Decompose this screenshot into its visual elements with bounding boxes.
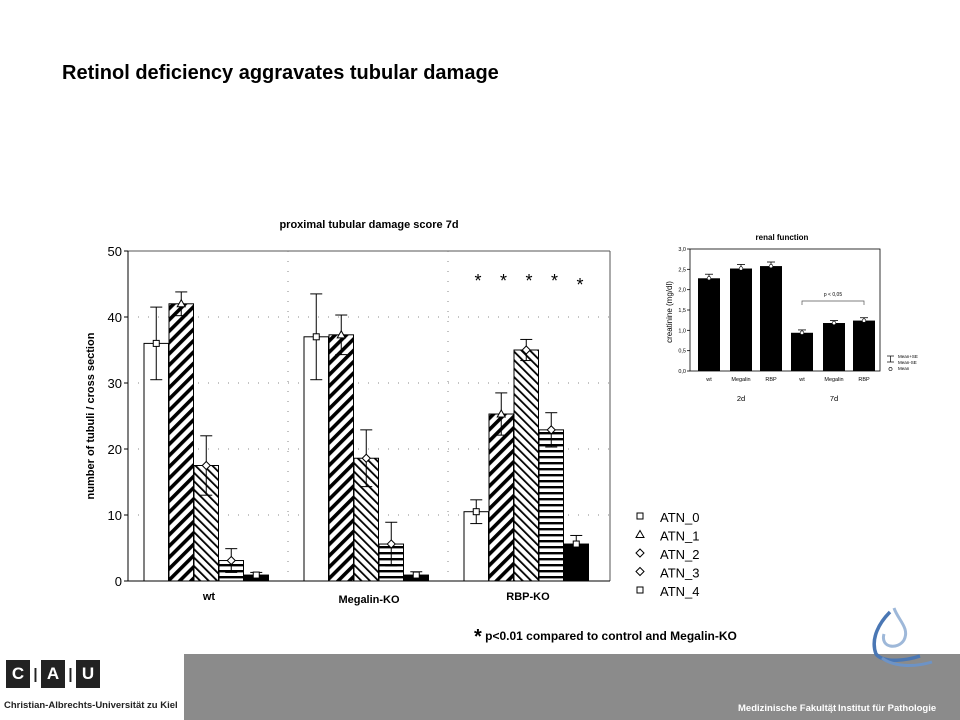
inset-y-tick-label: 3,0 bbox=[678, 247, 686, 253]
inset-bar bbox=[760, 266, 782, 371]
bar bbox=[168, 303, 194, 582]
inset-mean-marker bbox=[831, 320, 837, 326]
institute-name: Institut für Pathologie bbox=[838, 703, 937, 714]
legend-label: ATN_4 bbox=[660, 584, 700, 599]
inset-mean-marker bbox=[799, 330, 805, 335]
legend-marker bbox=[635, 548, 645, 558]
inset-y-tick-label: 0,5 bbox=[678, 349, 686, 355]
inset-mean-marker bbox=[861, 318, 867, 323]
logo-letter-c: C bbox=[6, 660, 30, 688]
y-tick-label: 50 bbox=[108, 244, 122, 259]
significance-star: * bbox=[576, 275, 583, 295]
mean-marker bbox=[472, 508, 480, 516]
mean-marker bbox=[336, 329, 347, 339]
inset-y-tick-label: 2,5 bbox=[678, 267, 686, 273]
mean-marker bbox=[201, 460, 211, 471]
mean-marker bbox=[496, 409, 507, 418]
mean-marker bbox=[412, 571, 420, 579]
inset-legend-label: Mean bbox=[898, 366, 910, 371]
inset-x-label: Megalin bbox=[824, 377, 843, 383]
inset-significance-label: p < 0,05 bbox=[824, 292, 842, 298]
inset-bar bbox=[730, 268, 752, 371]
logo-separator: | bbox=[68, 666, 73, 683]
inset-x-label: Megalin bbox=[731, 377, 750, 383]
inset-y-tick-label: 1,5 bbox=[678, 308, 686, 314]
mean-marker bbox=[386, 539, 396, 549]
mean-marker bbox=[252, 571, 260, 579]
y-tick-label: 40 bbox=[108, 310, 122, 325]
mean-marker bbox=[572, 540, 580, 548]
footnote: * p<0.01 compared to control and Megalin… bbox=[474, 626, 737, 649]
bar bbox=[513, 349, 539, 582]
mean-marker bbox=[312, 333, 320, 341]
significance-star: * bbox=[474, 271, 481, 291]
legend-label: ATN_3 bbox=[660, 566, 700, 581]
inset-mean-marker bbox=[768, 263, 774, 269]
inset-y-tick-label: 2,0 bbox=[678, 288, 686, 294]
footer-divider: | bbox=[830, 703, 833, 714]
slide-title: Retinol deficiency aggravates tubular da… bbox=[62, 62, 499, 84]
bar bbox=[488, 413, 514, 582]
mean-marker bbox=[176, 298, 187, 308]
inset-bar bbox=[853, 320, 875, 371]
inset-legend-marker bbox=[888, 367, 893, 371]
y-tick-label: 0 bbox=[115, 574, 122, 589]
mean-marker bbox=[546, 425, 556, 435]
inset-legend-label: Mean+SE bbox=[898, 354, 918, 359]
inset-x-label: RBP bbox=[765, 377, 777, 383]
inset-mean-marker bbox=[738, 266, 744, 271]
inset-y-tick-label: 0,0 bbox=[678, 369, 686, 375]
inset-mean-marker bbox=[706, 276, 712, 281]
logo-letter-a: A bbox=[41, 660, 65, 688]
faculty-name: Medizinische Fakultät bbox=[738, 703, 837, 714]
inset-title: renal function bbox=[756, 233, 809, 242]
inset-x-label: wt bbox=[705, 377, 712, 383]
footnote-text: p<0.01 compared to control and Megalin-K… bbox=[485, 629, 737, 643]
legend-label: ATN_1 bbox=[660, 529, 700, 544]
inset-bar bbox=[791, 332, 813, 371]
legend-marker bbox=[636, 586, 644, 594]
logo-letter-u: U bbox=[76, 660, 100, 688]
legend-label: ATN_0 bbox=[660, 510, 700, 525]
inset-group-label: 7d bbox=[830, 394, 838, 403]
inset-y-label: creatinine (mg/dl) bbox=[665, 281, 674, 343]
y-axis-label: number of tubuli / cross section bbox=[85, 332, 97, 499]
bar bbox=[538, 429, 564, 582]
x-category-label: wt bbox=[202, 591, 216, 603]
chart-title: proximal tubular damage score 7d bbox=[279, 219, 458, 231]
x-category-label: RBP-KO bbox=[506, 591, 550, 603]
inset-significance-bracket bbox=[801, 300, 865, 305]
y-tick-label: 30 bbox=[108, 376, 122, 391]
mean-marker bbox=[361, 453, 371, 463]
legend-label: ATN_2 bbox=[660, 547, 700, 562]
inset-x-label: RBP bbox=[858, 377, 870, 383]
mean-marker bbox=[226, 555, 236, 566]
mean-marker bbox=[521, 345, 531, 355]
inset-x-label: wt bbox=[798, 377, 805, 383]
inset-group-label: 2d bbox=[737, 394, 745, 403]
footnote-star: * bbox=[474, 626, 482, 648]
mean-marker bbox=[152, 339, 160, 347]
institute-logo-icon bbox=[872, 607, 933, 667]
inset-y-tick-label: 1,0 bbox=[678, 328, 686, 334]
significance-star: * bbox=[500, 271, 507, 291]
legend-marker bbox=[635, 566, 645, 577]
x-category-label: Megalin-KO bbox=[338, 594, 400, 606]
legend-marker bbox=[636, 512, 644, 520]
university-name: Christian-Albrechts-Universität zu Kiel bbox=[4, 700, 178, 711]
significance-star: * bbox=[551, 271, 558, 291]
logo-separator: | bbox=[33, 666, 38, 683]
inset-bar bbox=[823, 323, 845, 371]
inset-bar bbox=[698, 278, 720, 371]
y-tick-label: 20 bbox=[108, 442, 122, 457]
inset-legend-label: Mean-SE bbox=[898, 360, 917, 365]
significance-star: * bbox=[525, 271, 532, 291]
bar bbox=[328, 334, 354, 582]
legend-marker bbox=[635, 529, 645, 538]
y-tick-label: 10 bbox=[108, 508, 122, 523]
